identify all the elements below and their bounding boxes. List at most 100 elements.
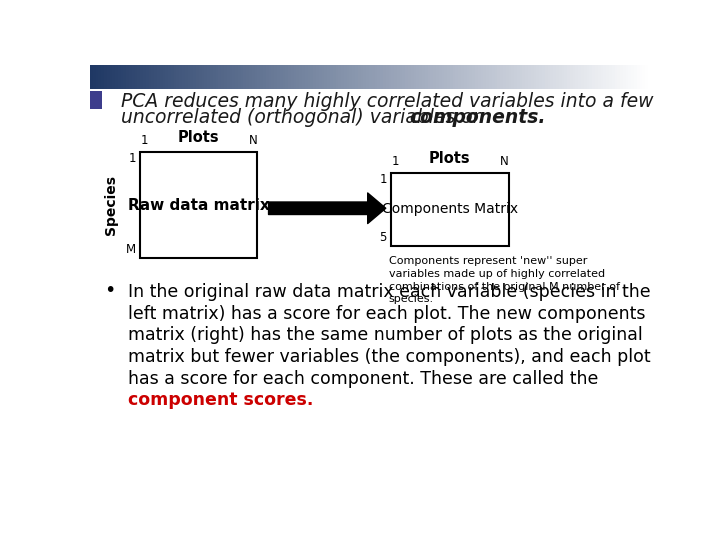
Bar: [355, 65, 358, 89]
Bar: [617, 65, 620, 89]
Bar: [642, 65, 645, 89]
Bar: [300, 65, 302, 89]
Bar: [581, 65, 584, 89]
Bar: [112, 65, 115, 89]
Bar: [397, 65, 400, 89]
Bar: [327, 65, 330, 89]
Bar: [631, 65, 634, 89]
Bar: [269, 65, 271, 89]
Bar: [238, 65, 240, 89]
Bar: [447, 65, 450, 89]
Bar: [176, 65, 179, 89]
Bar: [349, 65, 352, 89]
Bar: [416, 65, 419, 89]
Bar: [310, 65, 313, 89]
Bar: [542, 65, 545, 89]
Bar: [578, 65, 581, 89]
Bar: [190, 65, 193, 89]
Bar: [138, 65, 140, 89]
Bar: [358, 65, 361, 89]
Bar: [157, 65, 160, 89]
Bar: [307, 65, 310, 89]
Bar: [386, 65, 389, 89]
Bar: [258, 65, 260, 89]
Bar: [428, 65, 431, 89]
Bar: [575, 65, 578, 89]
Bar: [143, 65, 145, 89]
Bar: [374, 65, 377, 89]
Bar: [539, 65, 542, 89]
Bar: [154, 65, 157, 89]
Bar: [246, 65, 249, 89]
Bar: [140, 65, 143, 89]
Bar: [464, 65, 467, 89]
Bar: [587, 65, 590, 89]
Bar: [151, 65, 154, 89]
Bar: [567, 65, 570, 89]
Bar: [96, 65, 99, 89]
Bar: [408, 65, 411, 89]
Bar: [107, 65, 109, 89]
Bar: [498, 65, 500, 89]
Text: left matrix) has a score for each plot. The new components: left matrix) has a score for each plot. …: [128, 305, 645, 323]
Bar: [606, 65, 609, 89]
Bar: [450, 65, 453, 89]
Bar: [559, 65, 562, 89]
Bar: [564, 65, 567, 89]
Bar: [411, 65, 413, 89]
Bar: [392, 65, 394, 89]
Bar: [520, 65, 523, 89]
Bar: [145, 65, 148, 89]
Bar: [383, 65, 386, 89]
Bar: [394, 65, 397, 89]
Bar: [377, 65, 380, 89]
Bar: [514, 65, 517, 89]
Bar: [330, 65, 333, 89]
Bar: [215, 65, 218, 89]
Bar: [593, 65, 595, 89]
Bar: [252, 65, 255, 89]
Bar: [637, 65, 639, 89]
Bar: [402, 65, 405, 89]
Bar: [526, 65, 528, 89]
Bar: [99, 65, 101, 89]
Bar: [389, 65, 392, 89]
Bar: [570, 65, 572, 89]
Bar: [118, 65, 121, 89]
Bar: [534, 65, 536, 89]
Bar: [285, 65, 288, 89]
Bar: [207, 65, 210, 89]
Bar: [483, 65, 486, 89]
Bar: [517, 65, 520, 89]
Bar: [550, 65, 553, 89]
Text: Components Matrix: Components Matrix: [382, 202, 518, 217]
Bar: [135, 65, 138, 89]
Text: component scores.: component scores.: [128, 391, 313, 409]
Bar: [505, 65, 508, 89]
Bar: [523, 65, 526, 89]
Bar: [322, 65, 324, 89]
Bar: [271, 65, 274, 89]
Bar: [347, 65, 349, 89]
Bar: [419, 65, 422, 89]
Bar: [280, 65, 282, 89]
Text: 1: 1: [379, 173, 387, 186]
Text: Plots: Plots: [178, 130, 220, 145]
Bar: [235, 65, 238, 89]
Bar: [626, 65, 629, 89]
Bar: [495, 65, 498, 89]
Bar: [584, 65, 587, 89]
Bar: [338, 65, 341, 89]
Bar: [230, 65, 233, 89]
Bar: [240, 65, 243, 89]
Bar: [266, 65, 269, 89]
Bar: [422, 65, 425, 89]
Bar: [221, 65, 224, 89]
Bar: [319, 65, 322, 89]
Bar: [380, 65, 383, 89]
Text: •: •: [104, 281, 115, 300]
Bar: [612, 65, 615, 89]
Bar: [148, 65, 151, 89]
Bar: [288, 65, 291, 89]
Bar: [274, 65, 277, 89]
